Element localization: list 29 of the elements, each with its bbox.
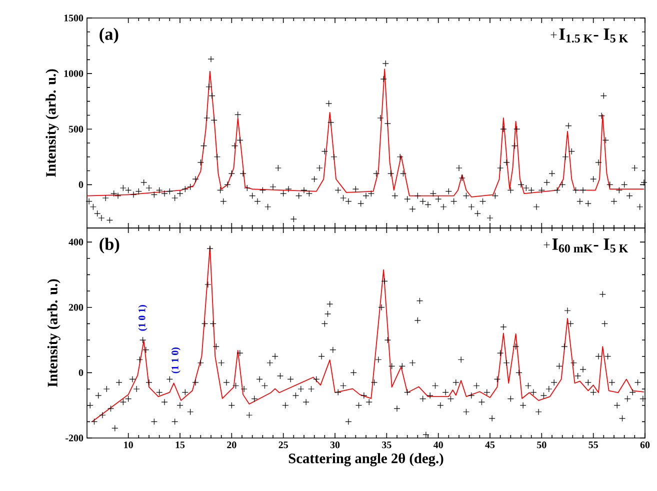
y-tick-label: 0 (78, 369, 84, 376)
x-tick-label: 60 (640, 442, 650, 448)
x-tick-label: 20 (227, 442, 236, 448)
x-tick-label: 45 (485, 442, 495, 448)
line-series (87, 68, 644, 198)
x-tick-label: 35 (382, 442, 392, 448)
x-tick-label: 55 (588, 442, 598, 448)
x-tick-label: 30 (330, 442, 340, 448)
legend-label: I$_{1.5 K}$- I$_{5 K}$ (559, 28, 628, 43)
y-tick-label: -200 (66, 434, 84, 442)
y-tick-label: 1500 (64, 14, 84, 22)
y-tick-label: 200 (68, 304, 84, 311)
y-tick-label: 400 (68, 238, 84, 246)
x-tick-label: 40 (433, 442, 443, 448)
y-axis-title: Intensity (arb. u.) (47, 279, 60, 387)
x-tick-label: 15 (176, 442, 185, 448)
x-tick-label: 10 (124, 442, 133, 448)
annotation: (b) (100, 238, 120, 254)
x-tick-label: 25 (278, 442, 288, 448)
y-tick-label: 500 (68, 126, 84, 132)
legend-label: I$_{60 mK}$- I$_{5 K}$ (552, 238, 628, 252)
y-tick-label: 1000 (64, 70, 84, 77)
x-axis-title: Scattering angle 2θ (deg.) (288, 453, 444, 466)
annotation: (a) (100, 28, 118, 44)
x-tick-label: 50 (537, 442, 546, 448)
y-tick-label: 0 (78, 181, 84, 188)
annotation: (1 1 0) (171, 347, 180, 374)
annotation: (1 0 1) (138, 305, 148, 331)
y-axis-title: Intensity (arb. u.) (46, 69, 59, 177)
